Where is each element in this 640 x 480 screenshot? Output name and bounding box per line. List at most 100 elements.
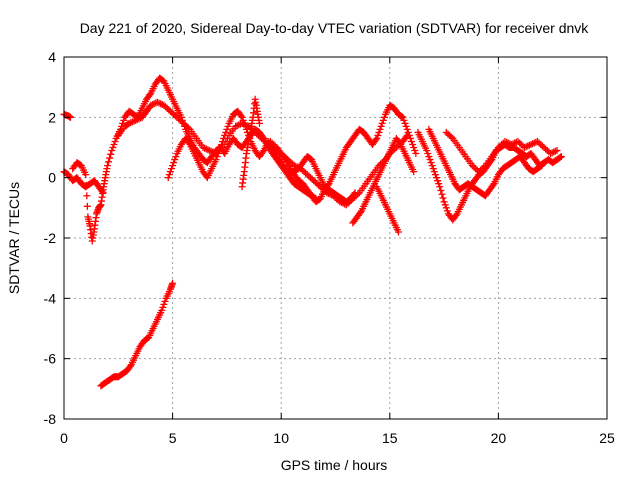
data-point-marker (170, 159, 178, 167)
data-point-marker (239, 116, 247, 124)
data-point-marker (399, 113, 407, 121)
data-point-marker (207, 147, 215, 155)
data-point-marker (350, 190, 358, 198)
data-point-marker (532, 138, 540, 146)
data-point-marker (179, 119, 187, 127)
series-track-12 (442, 128, 561, 176)
data-point-marker (170, 110, 178, 118)
data-point-marker (235, 121, 243, 129)
axis-ticks: 0 5 10 15 20 25 -8 -6 -4 -2 0 2 4 (44, 49, 615, 446)
data-point-marker (540, 144, 548, 151)
data-point-marker (171, 156, 179, 164)
data-point-marker (165, 106, 173, 114)
data-point-marker (165, 171, 173, 179)
x-axis-label: GPS time / hours (281, 457, 388, 473)
data-point-marker (441, 201, 449, 209)
data-point-marker (409, 140, 417, 148)
data-point-marker (478, 165, 486, 173)
data-point-marker (380, 113, 388, 121)
data-point-marker (538, 162, 546, 170)
data-point-marker (233, 122, 241, 130)
data-point-marker (300, 168, 308, 176)
data-point-marker (253, 130, 261, 138)
data-point-marker (423, 147, 431, 155)
data-point-marker (527, 140, 535, 148)
data-point-marker (290, 162, 298, 170)
data-point-marker (240, 119, 248, 127)
data-point-marker (232, 122, 240, 130)
data-point-marker (402, 133, 410, 141)
data-point-marker (201, 144, 209, 152)
data-point-marker (476, 166, 484, 174)
y-tick-label: -6 (44, 351, 57, 367)
data-point-marker (550, 148, 558, 156)
data-point-marker (220, 134, 228, 142)
data-point-marker (556, 153, 564, 161)
data-point-marker (553, 147, 561, 155)
series-track-5 (164, 107, 359, 206)
y-axis-label: SDTVAR / TECUs (6, 182, 22, 294)
series-track-8 (349, 134, 418, 227)
data-point-marker (426, 156, 434, 164)
data-point-marker (437, 186, 445, 194)
data-point-marker (412, 150, 420, 158)
data-point-marker (496, 142, 504, 150)
data-point-marker (436, 183, 444, 191)
data-point-marker (377, 122, 385, 130)
data-point-marker (166, 168, 174, 176)
data-point-marker (305, 172, 313, 180)
grid-lines (64, 57, 607, 419)
data-point-marker (406, 134, 414, 142)
data-point-marker (557, 153, 565, 161)
data-point-marker (537, 162, 545, 170)
data-point-marker (159, 303, 167, 311)
data-point-marker (533, 137, 541, 145)
data-point-marker (432, 174, 440, 182)
data-point-marker (202, 145, 210, 153)
data-point-marker (303, 171, 311, 179)
data-point-marker (434, 177, 442, 185)
y-tick-label: -2 (44, 230, 57, 246)
data-point-marker (221, 131, 229, 139)
data-point-marker (213, 153, 221, 161)
data-point-marker (108, 147, 116, 155)
series-track-9 (373, 183, 402, 236)
data-point-marker (168, 165, 176, 173)
data-point-marker (509, 140, 517, 148)
data-point-marker (146, 91, 154, 99)
data-point-marker (516, 139, 524, 147)
data-point-marker (373, 134, 381, 142)
data-point-marker (517, 140, 525, 148)
data-point-marker (166, 107, 174, 115)
data-point-marker (169, 162, 177, 170)
data-point-marker (375, 128, 383, 136)
data-point-marker (512, 138, 520, 146)
data-point-marker (173, 113, 181, 121)
x-tick-label: 20 (491, 430, 507, 446)
data-point-marker (110, 140, 118, 148)
data-point-marker (307, 174, 315, 182)
data-point-marker (440, 198, 448, 206)
y-tick-label: 4 (48, 49, 56, 65)
data-point-marker (161, 297, 169, 305)
data-point-marker (302, 169, 310, 177)
data-point-marker (372, 136, 380, 144)
x-tick-label: 5 (169, 430, 177, 446)
data-point-marker (408, 137, 416, 145)
data-point-marker (158, 306, 166, 314)
data-point-marker (125, 119, 133, 127)
data-point-marker (83, 202, 91, 210)
data-point-marker (431, 171, 439, 179)
data-point-marker (311, 178, 319, 186)
data-point-marker (313, 180, 321, 188)
data-point-marker (551, 147, 559, 155)
data-point-marker (514, 137, 522, 145)
data-point-marker (400, 116, 408, 124)
data-point-marker (403, 125, 411, 133)
data-point-marker (468, 162, 476, 170)
data-point-marker (498, 140, 506, 148)
data-point-marker (525, 141, 533, 149)
data-point-marker (147, 101, 155, 109)
data-point-marker (374, 131, 382, 139)
